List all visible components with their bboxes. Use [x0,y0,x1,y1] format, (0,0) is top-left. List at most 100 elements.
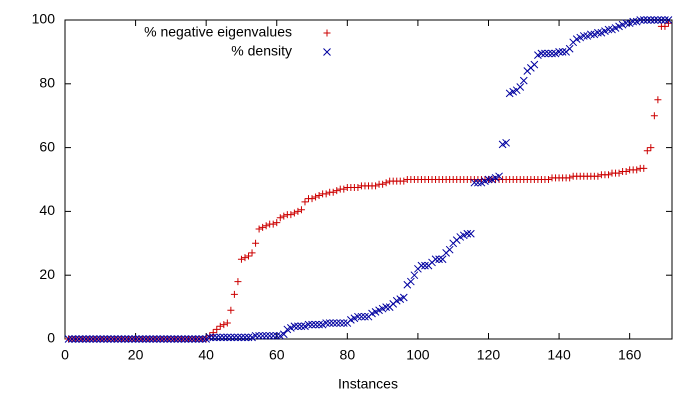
data-point [294,207,302,215]
data-point [340,185,348,193]
data-point [262,222,270,230]
data-point [304,320,313,329]
data-point [280,212,288,220]
data-point [336,319,345,327]
data-point [640,164,648,172]
data-point [170,335,179,343]
data-point [89,335,98,343]
data-point [594,172,602,180]
data-point [566,174,574,182]
data-point [259,223,267,231]
data-point [315,320,323,329]
data-point [308,195,316,203]
data-point [297,206,305,214]
data-point [530,60,539,69]
data-point [357,312,366,321]
data-point [131,335,140,343]
data-point [159,335,168,343]
data-point [421,261,429,270]
data-point [664,16,673,24]
x-tick-label: 60 [269,347,285,363]
data-point [99,335,108,343]
data-point [361,312,369,321]
data-point [661,16,669,24]
data-point [205,333,214,342]
data-point [541,49,549,58]
data-point [234,333,242,342]
data-point [75,335,83,343]
data-point [273,219,281,227]
data-point [647,144,655,152]
data-point [191,335,200,343]
data-point [258,331,267,340]
data-point [329,319,338,327]
data-point [643,147,651,155]
data-point [622,19,630,28]
legend-label: % negative eigenvalues [144,24,292,40]
x-tick-label: 80 [340,347,356,363]
data-point [633,166,641,174]
data-point [184,335,193,343]
data-point [216,322,224,330]
data-point [519,76,528,85]
data-point [650,112,658,120]
data-point [272,331,281,340]
data-point [544,49,553,58]
x-tick-label: 120 [477,347,501,363]
data-point [103,335,112,343]
data-point [276,214,284,222]
legend-label: % density [231,43,292,59]
data-point [145,335,154,343]
data-point [322,190,330,198]
y-tick-label: 100 [32,11,56,27]
data-point [234,278,242,286]
data-point [399,293,408,302]
data-point [241,254,249,262]
data-point [195,335,203,343]
data-point [64,335,73,343]
data-point [265,331,274,340]
data-point [372,182,380,190]
data-point [96,335,105,343]
data-point [163,335,172,343]
y-tick-label: 0 [47,330,55,346]
data-point [128,335,136,343]
data-point [379,180,387,188]
data-point [290,322,299,331]
data-point [400,177,408,185]
data-point [209,329,217,337]
data-point [548,49,556,58]
data-point [245,252,253,260]
data-point [230,333,239,342]
data-point [558,48,567,56]
y-tick-label: 40 [39,202,55,218]
data-point [615,169,623,177]
data-point [138,335,147,343]
data-point [311,320,320,329]
data-point [152,335,161,343]
data-point [657,16,666,24]
data-point [643,16,652,24]
data-point [555,48,563,56]
y-tick-label: 60 [39,138,55,154]
data-point [417,261,426,270]
data-point [181,335,189,343]
data-point [78,335,87,343]
data-point [85,335,94,343]
data-point [237,333,246,342]
x-tick-label: 100 [406,347,430,363]
data-point [629,17,638,26]
data-point [639,16,648,24]
data-point [329,188,337,196]
data-point [594,28,602,37]
data-point [406,277,415,286]
data-point [107,335,115,343]
data-point [227,306,235,314]
data-point [484,175,493,184]
data-point [661,22,669,30]
data-point [544,176,552,183]
data-point [216,333,225,342]
data-point [230,290,238,298]
plot-frame [64,19,673,340]
data-point [156,335,165,343]
